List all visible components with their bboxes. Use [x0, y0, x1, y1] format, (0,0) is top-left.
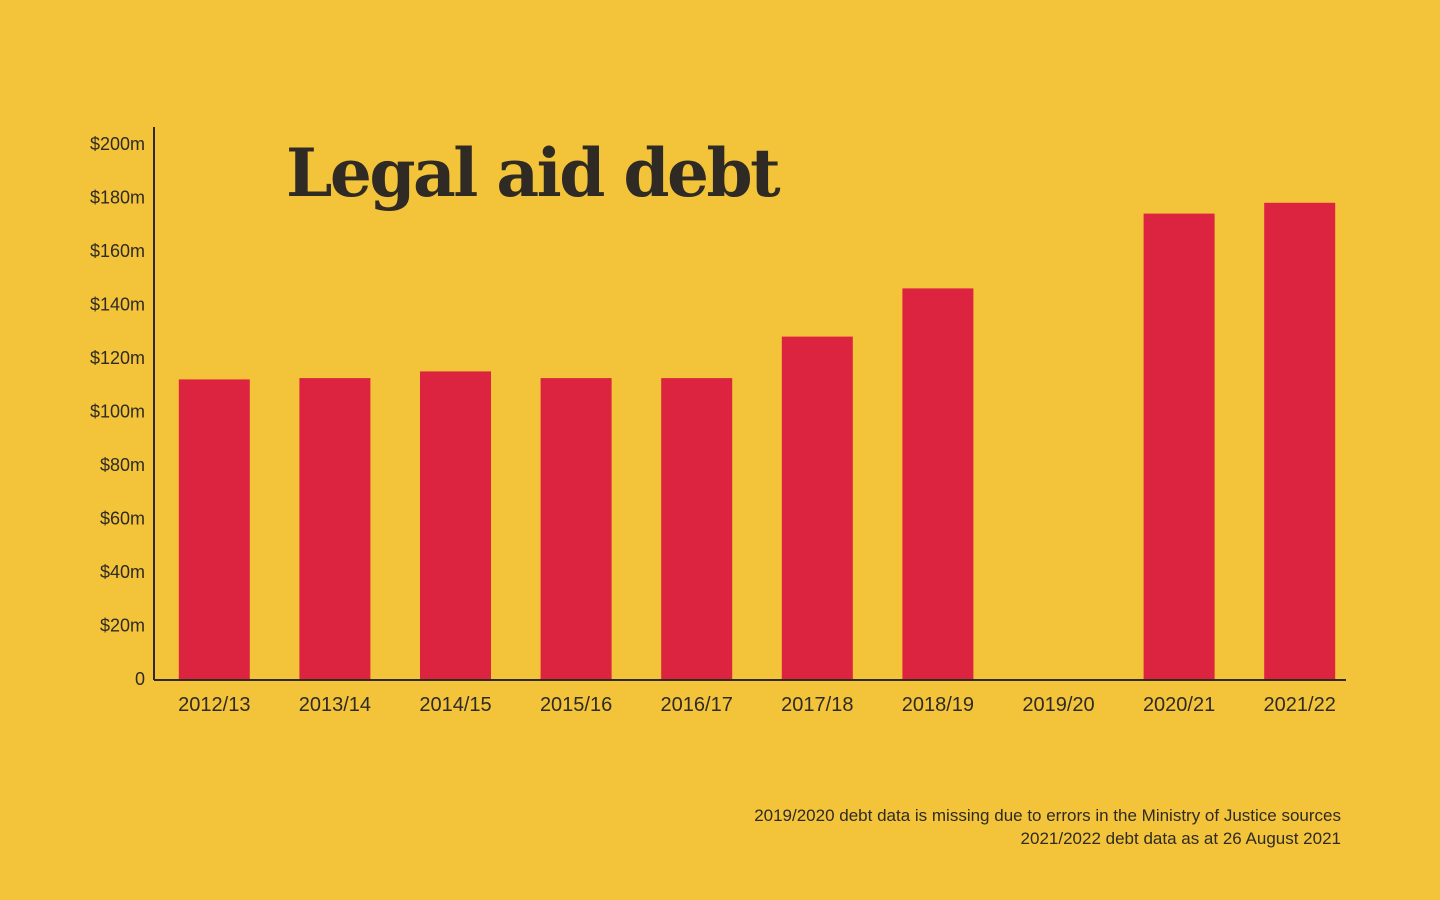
x-tick-label: 2017/18 — [781, 694, 853, 716]
y-tick-label: 0 — [135, 669, 145, 689]
x-tick-label: 2014/15 — [419, 694, 491, 716]
y-tick-label: $180m — [90, 188, 145, 208]
y-tick-label: $60m — [100, 509, 145, 529]
x-tick-label: 2015/16 — [540, 694, 612, 716]
bar-2012-13 — [178, 379, 250, 679]
y-tick-label: $120m — [90, 348, 145, 368]
y-tick-label: $40m — [100, 562, 145, 582]
y-tick-label: $200m — [90, 134, 145, 154]
bar-2017-18 — [781, 336, 853, 679]
footnote-missing-data: 2019/2020 debt data is missing due to er… — [754, 806, 1341, 825]
y-tick-label: $160m — [90, 241, 145, 261]
x-tick-label: 2021/22 — [1264, 694, 1336, 716]
bar-2018-19 — [902, 288, 974, 679]
x-tick-label: 2019/20 — [1022, 694, 1094, 716]
bar-2015-16 — [540, 378, 612, 679]
bar-2021-22 — [1264, 202, 1336, 680]
x-tick-label: 2013/14 — [299, 694, 371, 716]
bar-2016-17 — [661, 378, 733, 679]
y-tick-label: $140m — [90, 295, 145, 315]
bar-2013-14 — [299, 378, 371, 679]
y-tick-label: $100m — [90, 402, 145, 422]
bar-2020-21 — [1143, 213, 1215, 679]
x-tick-label: 2012/13 — [178, 694, 250, 716]
chart-title: Legal aid debt — [286, 134, 781, 212]
x-tick-label: 2016/17 — [661, 694, 733, 716]
x-tick-label: 2018/19 — [902, 694, 974, 716]
bar-2014-15 — [420, 371, 491, 679]
footnotes: 2019/2020 debt data is missing due to er… — [754, 804, 1341, 850]
x-tick-label: 2020/21 — [1143, 694, 1215, 716]
footnote-data-date: 2021/2022 debt data as at 26 August 2021 — [1020, 829, 1341, 848]
y-tick-label: $80m — [100, 455, 145, 475]
y-tick-label: $20m — [100, 616, 145, 636]
